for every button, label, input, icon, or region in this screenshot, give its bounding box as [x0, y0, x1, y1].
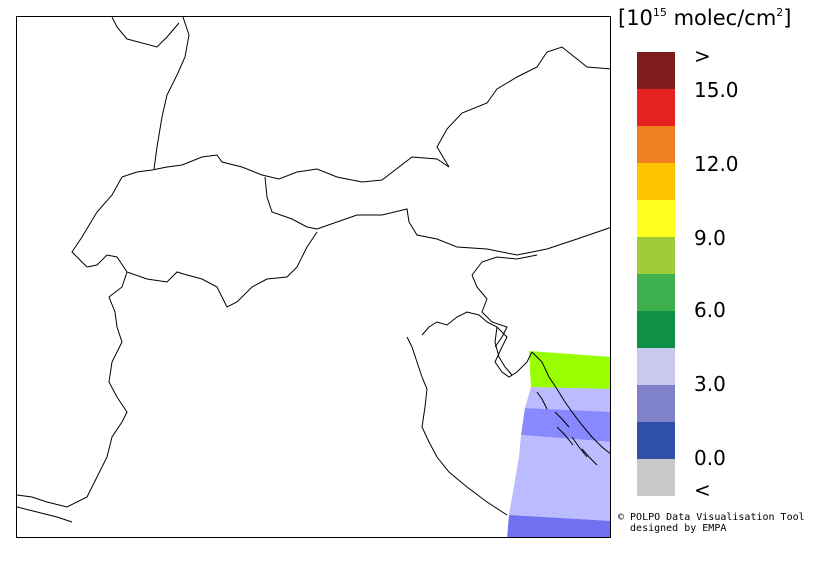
legend-swatch — [637, 459, 675, 496]
legend-label: > — [694, 44, 711, 68]
border-lines — [17, 17, 610, 523]
swath-green — [529, 351, 610, 389]
legend-label: 3.0 — [694, 372, 726, 396]
legend-swatch — [637, 274, 675, 311]
coast-istria — [494, 326, 513, 376]
coast-italy-east — [406, 336, 508, 516]
swath-blue-2 — [521, 408, 610, 442]
coast-croatia — [531, 351, 610, 455]
legend-swatch — [637, 89, 675, 126]
legend-label: < — [694, 478, 711, 502]
italy-west-coast — [17, 506, 73, 523]
border-austria-czech — [111, 17, 180, 48]
legend-label: 9.0 — [694, 226, 726, 250]
legend-swatch — [637, 311, 675, 348]
border-swiss-italy — [86, 231, 318, 308]
swath-blue-1 — [525, 387, 610, 412]
legend-swatch — [637, 237, 675, 274]
legend-label: 12.0 — [694, 152, 739, 176]
islands-croatia — [536, 391, 598, 466]
border-italy-austria — [471, 254, 538, 276]
border-swiss-west — [71, 176, 123, 268]
color-legend — [637, 52, 675, 496]
credit-line-2: designed by EMPA — [618, 523, 727, 534]
legend-swatch — [637, 163, 675, 200]
legend-swatch — [637, 200, 675, 237]
border-germany-austria — [436, 46, 610, 168]
map-panel[interactable] — [16, 16, 611, 538]
border-france-italy — [17, 271, 128, 508]
border-france-germany — [153, 17, 190, 170]
legend-label: 6.0 — [694, 298, 726, 322]
legend-swatch — [637, 385, 675, 422]
border-swiss-austria — [264, 176, 610, 256]
legend-label: 15.0 — [694, 78, 739, 102]
coast-adriatic-north — [421, 311, 533, 378]
map-svg — [17, 17, 610, 537]
swath-blue-3 — [519, 435, 610, 463]
swath-blue-5 — [507, 515, 610, 537]
swath-blue-4 — [509, 457, 610, 521]
legend-swatch — [637, 422, 675, 459]
border-germany-swiss — [121, 154, 450, 183]
credit-line-1: © POLPO Data Visualisation Tool — [618, 512, 805, 523]
swath-overlay — [507, 351, 610, 537]
legend-label: 0.0 — [694, 446, 726, 470]
credit-text: © POLPO Data Visualisation Tool designed… — [618, 512, 805, 534]
unit-label: [1015 molec/cm2] — [618, 6, 792, 30]
legend-swatch — [637, 348, 675, 385]
legend-swatch — [637, 126, 675, 163]
legend-swatch — [637, 52, 675, 89]
border-italy-slovenia — [471, 274, 508, 348]
